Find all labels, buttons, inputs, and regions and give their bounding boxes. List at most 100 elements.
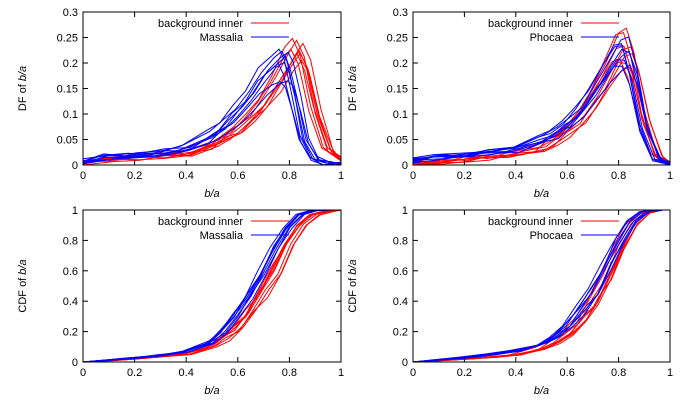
y-tick-label: 0.2 [393,327,408,339]
x-axis-label: b/a [204,188,219,200]
series-line [82,51,341,166]
y-tick-label: 1 [72,205,78,217]
legend-label: background inner [158,216,243,228]
series-line [82,209,341,363]
legend: background inner Phocaea [488,18,619,44]
y-tick-label: 0.25 [387,33,408,45]
y-tick-label: 0 [402,160,408,172]
chart-panel-3: 0 0.2 0.4 0.6 0.8 1 0 0.2 0.4 0.6 0.8 1 b/a CDF of b/… [17,205,344,397]
y-tick-label: 0.3 [63,7,78,19]
x-tick-label: 0.4 [179,367,194,379]
y-axis-label: CDF of b/a [17,259,29,312]
chart-panel-4: 0 0.2 0.4 0.6 0.8 1 0 0.2 0.4 0.6 0.8 1 b/a CDF of b/… [347,205,673,397]
y-tick-label: 0.3 [393,7,408,19]
x-tick-label: 0.2 [457,367,472,379]
legend: background inner Massalia [158,216,289,242]
y-tick-label: 0.05 [57,135,78,147]
legend: background inner Massalia [158,18,289,44]
legend-label: Massalia [200,230,244,242]
series-line [82,81,342,166]
x-axis-label: b/a [534,385,549,397]
legend-label: Phocaea [530,32,574,44]
series-line [412,209,670,363]
plot-frame [82,209,342,363]
y-tick-label: 0.8 [63,235,78,247]
series-massalia [82,209,341,363]
x-tick-label: 0.6 [230,367,245,379]
x-tick-label: 0.4 [508,170,523,182]
x-tick-label: 0.4 [508,367,523,379]
x-tick-label: 0.8 [611,367,626,379]
y-tick-label: 0.1 [393,109,408,121]
x-tick-label: 0 [410,170,416,182]
legend-label: background inner [158,18,243,30]
legend-label: background inner [488,18,573,30]
series-line [412,61,671,165]
x-axis-label: b/a [204,385,219,397]
y-tick-label: 0.1 [63,109,78,121]
series-line [412,209,670,363]
series-line [82,55,342,166]
y-tick-label: 0 [72,160,78,172]
x-tick-label: 0 [80,367,86,379]
y-axis-label: CDF of b/a [347,259,359,312]
y-tick-label: 0 [402,357,408,369]
chart-panel-1: 0 0.2 0.4 0.6 0.8 1 0 0.05 0.1 0.15 0.2 0.25 0.3 b/a D… [17,7,344,200]
series-line [412,36,671,162]
series-line [412,209,670,363]
legend-label: background inner [488,216,573,228]
y-tick-label: 0.15 [57,84,78,96]
y-tick-label: 0.25 [57,33,78,45]
y-tick-label: 1 [402,205,408,217]
x-tick-label: 1 [338,367,344,379]
x-tick-label: 0.2 [457,170,472,182]
x-axis-label: b/a [534,188,549,200]
y-tick-label: 0.2 [63,327,78,339]
series-massalia [82,48,342,166]
y-tick-label: 0.4 [393,296,408,308]
series-line [412,65,671,166]
legend-label: Phocaea [530,230,574,242]
y-tick-label: 0.6 [63,266,78,278]
x-tick-label: 0.2 [127,367,142,379]
x-tick-label: 0.8 [611,170,626,182]
y-tick-label: 0.05 [387,135,408,147]
y-tick-label: 0 [72,357,78,369]
x-tick-label: 0 [410,367,416,379]
x-tick-label: 0.4 [179,170,194,182]
x-tick-label: 0.8 [282,170,297,182]
y-tick-label: 0.6 [393,266,408,278]
x-tick-label: 1 [667,367,673,379]
series-line [412,52,671,166]
x-tick-label: 0.2 [127,170,142,182]
series-line [82,209,341,363]
series-line [412,48,671,166]
series-line [412,43,671,162]
x-tick-label: 1 [338,170,344,182]
series-line [82,50,342,164]
legend: background inner Phocaea [488,216,619,242]
legend-label: Massalia [200,32,244,44]
x-tick-label: 0 [80,170,86,182]
y-tick-label: 0.8 [393,235,408,247]
series-line [412,59,671,165]
y-tick-label: 0.4 [63,296,78,308]
series-phocaea [412,36,671,166]
series-line [413,45,671,166]
x-tick-label: 0.6 [230,170,245,182]
y-tick-label: 0.15 [387,84,408,96]
y-tick-label: 0.2 [63,58,78,70]
y-tick-label: 0.2 [393,58,408,70]
series-line [82,59,342,164]
y-axis-label: DF of b/a [347,66,359,111]
x-tick-label: 1 [667,170,673,182]
y-axis-label: DF of b/a [17,66,29,111]
plot-frame [412,209,671,363]
series-line [412,209,670,363]
chart-panel-2: 0 0.2 0.4 0.6 0.8 1 0 0.05 0.1 0.15 0.2 0.25 0.3 b/a D… [347,7,673,200]
series-phocaea [412,209,670,363]
x-tick-label: 0.6 [560,367,575,379]
x-tick-label: 0.6 [560,170,575,182]
x-tick-label: 0.8 [282,367,297,379]
